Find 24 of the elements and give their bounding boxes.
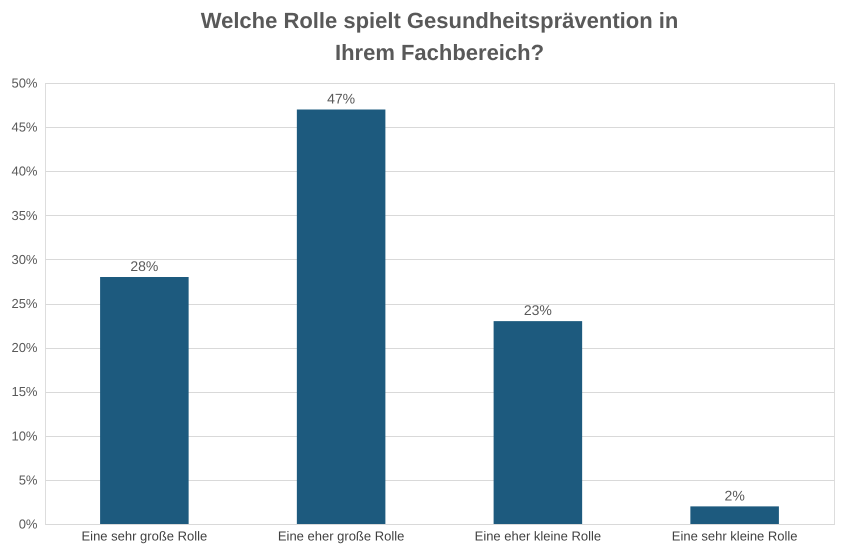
y-tick-label: 15% [11, 384, 38, 400]
data-label: 23% [524, 302, 552, 318]
y-tick-label: 50% [11, 76, 38, 90]
x-tick-label: Eine eher große Rolle [278, 528, 404, 544]
chart-title: Welche Rolle spielt Gesundheitsprävention in Ihrem Fachbereich? [200, 8, 678, 65]
y-tick-label: 10% [11, 428, 38, 444]
data-label: 2% [724, 487, 745, 504]
y-tick-label: 20% [11, 340, 38, 356]
bar [494, 321, 582, 524]
x-tick-label: Eine sehr große Rolle [81, 528, 208, 544]
data-label: 47% [327, 90, 356, 106]
bar [690, 506, 779, 524]
x-tick-label: Eine sehr kleine Rolle [672, 528, 798, 544]
y-tick-label: 5% [18, 472, 38, 488]
bar [100, 277, 189, 524]
y-tick-label: 0% [18, 516, 38, 532]
y-tick-label: 30% [11, 252, 38, 267]
y-tick-label: 45% [11, 120, 38, 135]
y-tick-label: 25% [11, 296, 38, 311]
data-label: 28% [130, 258, 158, 274]
x-tick-label: Eine eher kleine Rolle [474, 528, 602, 544]
bar [296, 109, 386, 524]
y-tick-label: 35% [11, 208, 38, 223]
y-tick-label: 40% [11, 164, 38, 179]
